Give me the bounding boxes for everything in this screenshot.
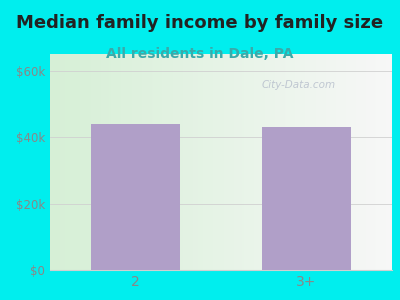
Text: Median family income by family size: Median family income by family size	[16, 14, 384, 32]
Bar	[262, 127, 351, 270]
Text: All residents in Dale, PA: All residents in Dale, PA	[106, 46, 294, 61]
Bar	[91, 124, 180, 270]
Text: City-Data.com: City-Data.com	[262, 80, 336, 90]
